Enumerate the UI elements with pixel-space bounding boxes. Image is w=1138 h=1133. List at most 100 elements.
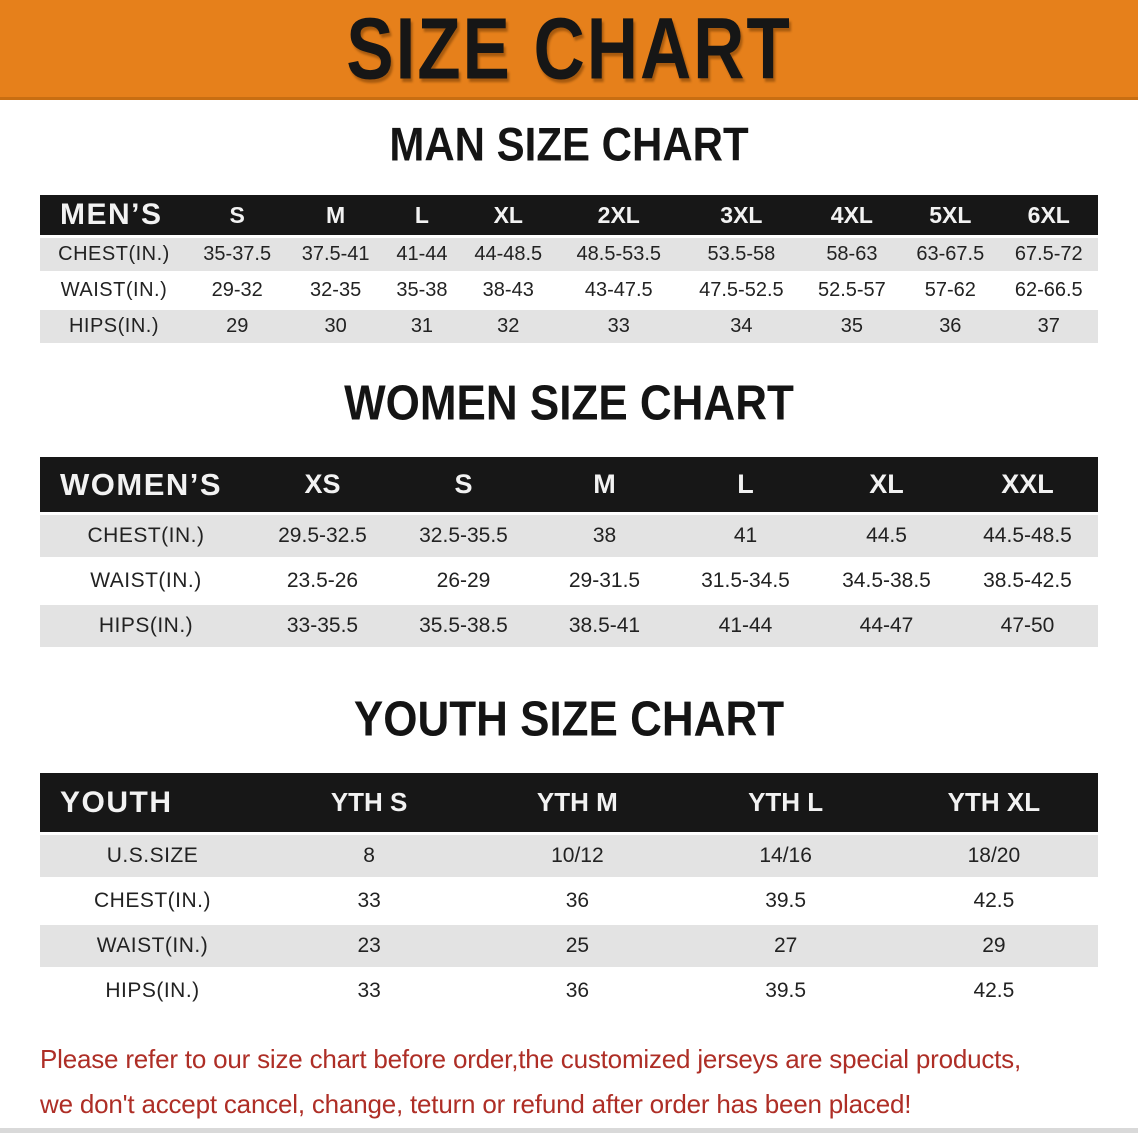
bottom-edge-divider <box>0 1128 1138 1133</box>
measurement-value: 58-63 <box>802 238 902 271</box>
size-column-header: S <box>393 457 534 512</box>
measurement-value: 42.5 <box>889 880 1098 922</box>
size-column-header: 6XL <box>999 195 1098 235</box>
women-size-table: WOMEN’S XS S M L XL XXL CHEST(IN.) 29.5-32.5 32.5… <box>40 454 1098 650</box>
measurement-value: 44-47 <box>816 605 957 647</box>
measurement-value: 8 <box>265 835 474 877</box>
measurement-value: 35.5-38.5 <box>393 605 534 647</box>
size-column-header: L <box>384 195 460 235</box>
measurement-value: 67.5-72 <box>999 238 1098 271</box>
measurement-value: 57-62 <box>901 274 1000 307</box>
measurement-label: WAIST(IN.) <box>40 274 188 307</box>
measurement-value: 31.5-34.5 <box>675 560 816 602</box>
measurement-row: WAIST(IN.) 29-32 32-35 35-38 38-43 43-47.5 47.… <box>40 274 1098 307</box>
measurement-value: 41 <box>675 515 816 557</box>
disclaimer-line-1: Please refer to our size chart before or… <box>40 1044 1022 1074</box>
measurement-value: 53.5-58 <box>680 238 803 271</box>
youth-size-table: YOUTH YTH S YTH M YTH L YTH XL U.S.SIZE 8 10/12… <box>40 770 1098 1015</box>
measurement-value: 63-67.5 <box>901 238 1000 271</box>
measurement-value: 39.5 <box>681 970 890 1012</box>
measurement-value: 30 <box>286 310 385 343</box>
measurement-value: 36 <box>473 880 682 922</box>
measurement-value: 26-29 <box>393 560 534 602</box>
women-size-section: WOMEN SIZE CHART WOMEN’S XS S M L XL XXL CHEST(… <box>0 376 1138 650</box>
measurement-value: 31 <box>384 310 460 343</box>
measurement-value: 47-50 <box>957 605 1098 647</box>
size-column-header: XS <box>252 457 393 512</box>
measurement-value: 29-32 <box>188 274 287 307</box>
measurement-value: 47.5-52.5 <box>680 274 803 307</box>
measurement-value: 35-37.5 <box>188 238 287 271</box>
measurement-value: 36 <box>473 970 682 1012</box>
measurement-value: 38 <box>534 515 675 557</box>
measurement-label: WAIST(IN.) <box>40 925 265 967</box>
size-chart-banner: SIZE CHART <box>0 0 1138 100</box>
measurement-row: CHEST(IN.) 35-37.5 37.5-41 41-44 44-48.5 48.5… <box>40 238 1098 271</box>
women-size-chart-heading: WOMEN SIZE CHART <box>344 376 794 431</box>
measurement-value: 52.5-57 <box>802 274 902 307</box>
table-group-label: WOMEN’S <box>40 457 252 512</box>
measurement-value: 33 <box>557 310 681 343</box>
youth-size-chart-heading: YOUTH SIZE CHART <box>353 692 785 747</box>
measurement-value: 41-44 <box>675 605 816 647</box>
measurement-value: 27 <box>681 925 890 967</box>
measurement-value: 62-66.5 <box>999 274 1098 307</box>
measurement-value: 10/12 <box>473 835 682 877</box>
measurement-label: HIPS(IN.) <box>40 605 252 647</box>
size-column-header: YTH L <box>681 773 890 832</box>
measurement-value: 38-43 <box>459 274 558 307</box>
measurement-value: 36 <box>901 310 1000 343</box>
measurement-value: 42.5 <box>889 970 1098 1012</box>
size-column-header: YTH S <box>265 773 474 832</box>
men-size-section: MAN SIZE CHART MEN’S S M L XL 2XL 3XL 4XL 5XL 6XL… <box>0 118 1138 346</box>
size-column-header: XXL <box>957 457 1098 512</box>
size-header-row: WOMEN’S XS S M L XL XXL <box>40 457 1098 512</box>
measurement-value: 32-35 <box>286 274 385 307</box>
disclaimer-text: Please refer to our size chart before or… <box>40 1037 1138 1127</box>
measurement-value: 34 <box>680 310 803 343</box>
measurement-row: HIPS(IN.) 29 30 31 32 33 34 35 36 37 <box>40 310 1098 343</box>
measurement-label: WAIST(IN.) <box>40 560 252 602</box>
measurement-value: 38.5-42.5 <box>957 560 1098 602</box>
measurement-label: CHEST(IN.) <box>40 880 265 922</box>
measurement-row: HIPS(IN.) 33 36 39.5 42.5 <box>40 970 1098 1012</box>
size-column-header: M <box>286 195 385 235</box>
measurement-value: 43-47.5 <box>557 274 681 307</box>
measurement-value: 33 <box>265 880 474 922</box>
measurement-value: 39.5 <box>681 880 890 922</box>
measurement-value: 18/20 <box>889 835 1098 877</box>
size-column-header: 2XL <box>557 195 681 235</box>
youth-size-section: YOUTH SIZE CHART YOUTH YTH S YTH M YTH L YTH… <box>0 692 1138 1015</box>
measurement-value: 48.5-53.5 <box>557 238 681 271</box>
measurement-value: 37.5-41 <box>286 238 385 271</box>
disclaimer-line-2: we don't accept cancel, change, teturn o… <box>40 1089 912 1119</box>
size-column-header: XL <box>816 457 957 512</box>
measurement-value: 35 <box>802 310 902 343</box>
size-column-header: L <box>675 457 816 512</box>
men-size-chart-heading: MAN SIZE CHART <box>389 118 749 171</box>
size-column-header: YTH M <box>473 773 682 832</box>
size-column-header: M <box>534 457 675 512</box>
measurement-value: 44-48.5 <box>459 238 558 271</box>
size-column-header: 5XL <box>901 195 1000 235</box>
measurement-label: U.S.SIZE <box>40 835 265 877</box>
size-column-header: 3XL <box>680 195 803 235</box>
measurement-value: 33-35.5 <box>252 605 393 647</box>
measurement-row: U.S.SIZE 8 10/12 14/16 18/20 <box>40 835 1098 877</box>
measurement-value: 29 <box>889 925 1098 967</box>
measurement-row: CHEST(IN.) 33 36 39.5 42.5 <box>40 880 1098 922</box>
measurement-value: 32 <box>459 310 558 343</box>
page-title: SIZE CHART <box>346 0 792 98</box>
size-header-row: YOUTH YTH S YTH M YTH L YTH XL <box>40 773 1098 832</box>
size-column-header: YTH XL <box>889 773 1098 832</box>
measurement-value: 32.5-35.5 <box>393 515 534 557</box>
measurement-value: 44.5-48.5 <box>957 515 1098 557</box>
measurement-value: 38.5-41 <box>534 605 675 647</box>
measurement-row: CHEST(IN.) 29.5-32.5 32.5-35.5 38 41 44.5 44.5… <box>40 515 1098 557</box>
size-column-header: S <box>188 195 287 235</box>
measurement-value: 29-31.5 <box>534 560 675 602</box>
measurement-value: 44.5 <box>816 515 957 557</box>
measurement-label: CHEST(IN.) <box>40 238 188 271</box>
measurement-value: 41-44 <box>384 238 460 271</box>
measurement-value: 33 <box>265 970 474 1012</box>
